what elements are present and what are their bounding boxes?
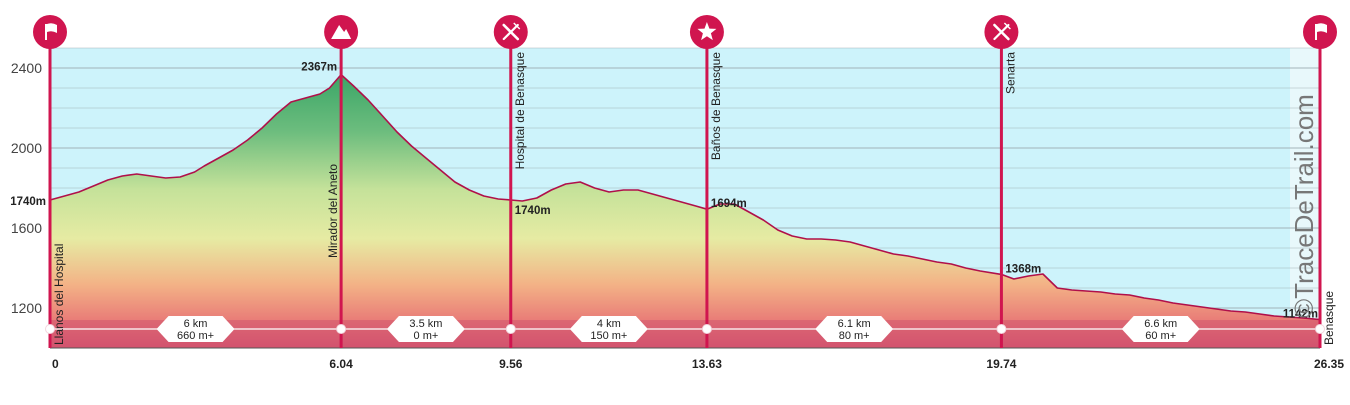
y-tick-label: 2000 <box>11 140 42 156</box>
waypoint-icon-group <box>493 15 528 49</box>
mountain-shape <box>331 25 352 39</box>
x-tick-label: 9.56 <box>499 357 523 371</box>
flag-cloth <box>1317 23 1327 33</box>
x-tick-label: 0 <box>52 357 59 371</box>
fork-shape <box>993 23 1010 41</box>
waypoint-icon-group <box>984 15 1019 49</box>
segment-node <box>45 324 55 334</box>
segment-badge <box>386 316 465 342</box>
segment-gain: 0 m+ <box>414 330 439 342</box>
restaurant-icon <box>502 22 521 41</box>
segment-node <box>701 324 712 334</box>
x-tick-label: 26.35 <box>1314 357 1344 371</box>
elevation-line <box>49 73 1321 321</box>
flag-icon <box>1315 23 1327 40</box>
segment-band <box>50 320 1320 348</box>
restaurant-icon <box>993 22 1011 41</box>
y-tick-label: 2400 <box>11 60 42 76</box>
waypoint-name: Benasque <box>1322 291 1336 345</box>
flag-cloth <box>47 23 57 33</box>
segment-badge <box>815 316 894 342</box>
x-tick-label: 13.63 <box>692 357 722 371</box>
flag-pole <box>1315 24 1317 40</box>
fork-shape <box>502 23 519 41</box>
waypoint-icon-group <box>324 15 359 49</box>
segment-distance: 6.1 km <box>838 318 871 330</box>
waypoint-icon-group <box>1303 15 1337 49</box>
x-tick-label: 6.04 <box>329 357 353 371</box>
waypoint-elevation-label: 1142m <box>1283 309 1318 321</box>
waypoint-icon-group <box>689 15 724 49</box>
segment-distance: 6.6 km <box>1144 318 1177 330</box>
y-tick-label: 1200 <box>11 300 42 316</box>
waypoint-name: Llanos del Hospital <box>52 244 66 345</box>
segment-badge <box>156 316 235 342</box>
waypoint-name: Baños de Benasque <box>709 52 723 160</box>
plot-edge-shade <box>1290 48 1320 348</box>
segment-node <box>996 324 1007 334</box>
segment-badge <box>1121 316 1200 342</box>
segment-node <box>1315 324 1325 334</box>
flag-pole <box>45 24 47 40</box>
waypoint-elevation-label: 1368m <box>1005 263 1041 275</box>
waypoint-elevation-label: 1740m <box>10 196 46 208</box>
waypoint-elevation-label: 1694m <box>711 198 747 210</box>
segment-gain: 60 m+ <box>1145 330 1176 342</box>
segment-node <box>336 324 347 334</box>
waypoint-elevation-label: 2367m <box>301 62 337 74</box>
segment-gain: 80 m+ <box>839 330 870 342</box>
mountain-icon <box>331 25 352 39</box>
segment-gain: 150 m+ <box>590 330 627 342</box>
x-tick-label: 19.74 <box>986 357 1016 371</box>
star-shape <box>697 22 717 41</box>
waypoint-icon-group <box>33 15 67 49</box>
waypoint-icon-badge <box>33 15 67 49</box>
star-icon <box>697 22 717 41</box>
fork-tines <box>1003 22 1011 30</box>
segment-gain: 660 m+ <box>177 330 214 342</box>
segment-distance: 3.5 km <box>409 318 442 330</box>
fork-tines <box>513 22 521 30</box>
segment-badge <box>569 316 648 342</box>
segment-distance: 6 km <box>184 318 208 330</box>
brand-watermark: ©TraceDeTrail.com <box>1289 94 1319 318</box>
y-tick-label: 1600 <box>11 220 42 236</box>
segment-node <box>505 324 516 334</box>
waypoint-name: Mirador del Aneto <box>326 164 340 258</box>
waypoint-elevation-label: 1740m <box>515 205 551 217</box>
flag-icon <box>45 23 57 40</box>
waypoint-name: Hospital de Benasque <box>513 52 527 170</box>
segment-distance: 4 km <box>597 318 621 330</box>
waypoint-name: Senarta <box>1003 52 1017 94</box>
waypoint-icon-badge <box>1303 15 1337 49</box>
